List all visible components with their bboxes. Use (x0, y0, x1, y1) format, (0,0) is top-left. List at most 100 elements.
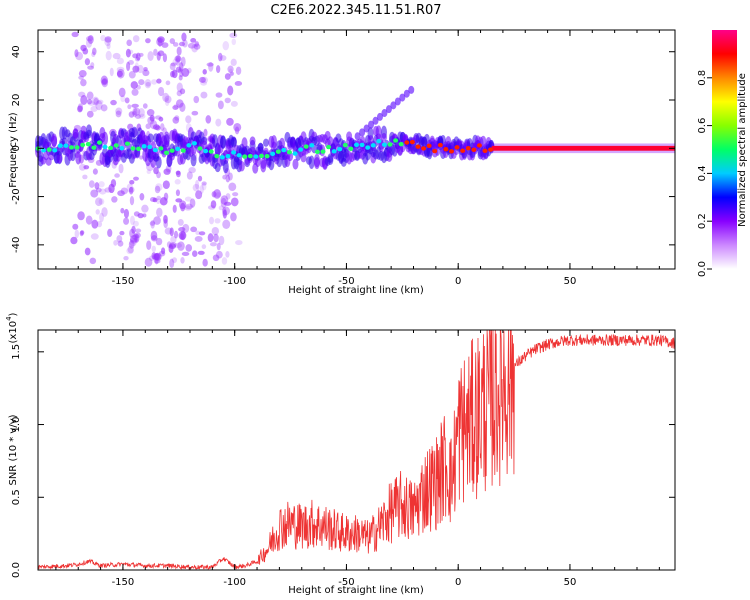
spectrogram-ridge-point (96, 140, 102, 145)
spectrogram-noise-blob (214, 218, 221, 224)
spectrogram-noise-blob (184, 205, 192, 211)
spectrogram-ridge-point (454, 145, 460, 150)
spectrogram-noise-blob (152, 253, 161, 261)
spectrogram-ridge-point (381, 142, 387, 147)
spectrogram-noise-blob (177, 219, 184, 226)
spectrogram-noise-blob (146, 109, 155, 117)
spectrogram-noise-blob (185, 244, 193, 252)
spectrogram-ridge-point (119, 146, 125, 151)
spectrogram-ridge-point (331, 149, 337, 154)
spectrogram-noise-blob (83, 165, 90, 170)
spectrogram-noise-blob (200, 80, 208, 86)
spectrogram-ridge-point (147, 144, 153, 150)
top-x-tick-label: 50 (564, 276, 577, 287)
spectrogram-noise-blob (70, 236, 78, 245)
spectrogram-noise-blob (203, 128, 208, 137)
spectrogram-noise-blob (185, 115, 192, 124)
spectrogram-noise-blob (138, 79, 145, 86)
spectrogram-band-blob (249, 136, 256, 146)
spectrogram-noise-blob (116, 235, 123, 243)
top-y-tick-label: -40 (11, 237, 22, 253)
spectrogram-noise-blob (88, 180, 95, 188)
spectrogram-noise-blob (84, 58, 91, 66)
spectrogram-noise-blob (151, 245, 157, 253)
spectrogram-band-blob (308, 155, 315, 169)
spectrogram-noise-blob (82, 174, 88, 180)
spectrogram-noise-blob (101, 207, 108, 217)
spectrogram-noise-blob (169, 227, 174, 237)
top-y-tick-label: 20 (11, 94, 22, 107)
bottom-x-tick-label: 50 (564, 577, 577, 588)
spectrogram-ridge-point (409, 139, 415, 145)
spectrogram-noise-blob (84, 247, 91, 256)
spectrogram-noise-blob (80, 230, 85, 235)
spectrogram-noise-blob (191, 44, 198, 53)
spectrogram-noise-blob (156, 207, 163, 218)
spectrogram-noise-blob (150, 219, 155, 229)
spectrogram-noise-blob (77, 105, 83, 113)
spectrogram-noise-blob (101, 78, 108, 85)
spectrogram-noise-blob (90, 62, 95, 68)
spectrogram-noise-blob (195, 190, 203, 200)
spectrogram-noise-blob (132, 53, 139, 59)
spectrogram-noise-blob (179, 88, 186, 95)
top-x-tick-label: -100 (223, 276, 246, 287)
spectrogram-noise-blob (105, 50, 112, 61)
spectrogram-noise-blob (226, 117, 234, 126)
spectrogram-noise-blob (159, 197, 168, 206)
spectrogram-noise-blob (185, 203, 193, 210)
spectrogram-noise-blob (191, 110, 199, 116)
spectrogram-noise-blob (128, 186, 134, 195)
spectrogram-ridge-point (488, 147, 494, 152)
spectrogram-noise-blob (127, 104, 132, 110)
spectrogram-band-blob (279, 137, 286, 150)
spectrogram-ridge-point (124, 141, 130, 146)
spectrogram-noise-blob (154, 185, 161, 194)
spectrogram-noise-blob (206, 62, 214, 67)
spectrogram-noise-blob (176, 90, 183, 97)
spectrogram-noise-blob (228, 182, 237, 192)
spectrogram-noise-blob (186, 171, 193, 180)
spectrogram-ridge-point (102, 144, 108, 150)
spectrogram-noise-blob (80, 44, 87, 52)
spectrogram-noise-blob (168, 244, 174, 253)
spectrogram-noise-blob (91, 51, 96, 58)
colorbar-tick-label: 0.0 (697, 261, 708, 277)
spectrogram-ridge-point (52, 148, 58, 153)
spectrogram-noise-blob (155, 183, 163, 192)
spectrogram-noise-blob (91, 96, 100, 106)
spectrogram-noise-blob (115, 107, 123, 116)
spectrogram-band-blob (292, 158, 299, 170)
spectrogram-noise-blob (172, 42, 179, 47)
spectrogram-tail-blob (363, 124, 370, 133)
spectrogram-noise-blob (197, 175, 203, 182)
spectrogram-noise-blob (161, 42, 169, 48)
spectrogram-noise-blob (181, 68, 190, 77)
spectrogram-noise-blob (174, 55, 182, 62)
spectrogram-ridge-point (57, 143, 63, 148)
spectrogram-ridge-point (46, 147, 52, 152)
spectrogram-noise-blob (211, 226, 219, 236)
spectrogram-noise-blob (222, 206, 227, 217)
spectrogram-noise-blob (129, 179, 135, 185)
spectrogram-noise-blob (199, 76, 206, 83)
spectrogram-noise-blob (172, 116, 180, 124)
spectrogram-noise-blob (132, 234, 139, 241)
spectrogram-noise-blob (161, 247, 166, 255)
spectrogram-ridge-point (113, 143, 119, 148)
spectrogram-noise-blob (156, 51, 161, 61)
top-y-axis-label: Frequency (Hz) (8, 112, 19, 188)
spectrogram-noise-blob (74, 229, 80, 239)
colorbar-ticks: 0.0 0.2 0.4 0.6 0.8 (697, 70, 712, 277)
spectrogram-noise-blob (194, 235, 203, 242)
spectrogram-noise-blob (231, 38, 237, 46)
spectrogram-ridge-point (180, 148, 186, 153)
y-scale-exponent: 4 (5, 316, 13, 321)
spectrogram-noise-blob (126, 247, 134, 255)
spectrogram-noise-blob (178, 74, 183, 81)
spectrogram-noise-blob (170, 62, 177, 67)
spectrogram-noise-blob (218, 235, 225, 246)
spectrogram-noise-blob (209, 216, 215, 225)
spectrogram-ridge-point (421, 146, 427, 151)
